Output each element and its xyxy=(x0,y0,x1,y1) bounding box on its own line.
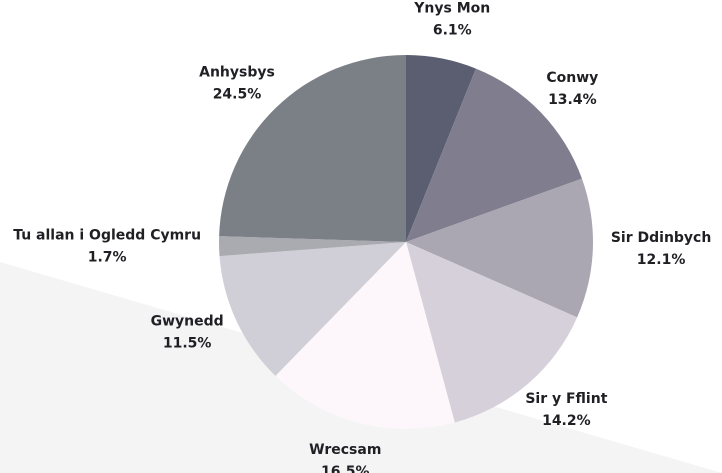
slice-label: Tu allan i Ogledd Cymru xyxy=(13,228,201,244)
slice-value-label: 11.5% xyxy=(163,336,212,352)
slice-label: Wrecsam xyxy=(309,442,381,458)
slice-label: Sir y Fflint xyxy=(525,391,607,407)
slice-value-label: 13.4% xyxy=(548,92,597,108)
slice-label: Conwy xyxy=(546,70,598,86)
pie-slice xyxy=(406,68,582,243)
slice-value-label: 24.5% xyxy=(213,86,262,102)
slice-value-label: 1.7% xyxy=(88,250,127,266)
pie-slice xyxy=(406,242,578,423)
slice-label: Gwynedd xyxy=(151,314,224,330)
pie-slice xyxy=(219,242,406,376)
slice-value-label: 16.5% xyxy=(321,464,370,473)
slice-value-label: 12.1% xyxy=(637,252,686,268)
slice-value-label: 14.2% xyxy=(542,413,591,429)
slice-label: Anhysbys xyxy=(199,64,275,80)
pie-slice xyxy=(406,55,476,242)
slice-value-label: 6.1% xyxy=(433,23,472,39)
pie-slice xyxy=(275,242,455,430)
slice-label: Ynys Mon xyxy=(413,1,490,17)
slice-label: Sir Ddinbych xyxy=(611,230,711,246)
pie-slice xyxy=(219,55,406,242)
pie-slice xyxy=(218,236,406,257)
pie-slice xyxy=(406,178,593,318)
